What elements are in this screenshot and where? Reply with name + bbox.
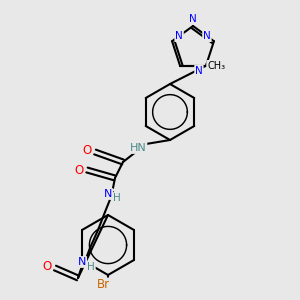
Text: CH₃: CH₃ xyxy=(207,61,225,71)
Text: HN: HN xyxy=(130,143,146,153)
Text: H: H xyxy=(87,262,95,272)
Text: N: N xyxy=(78,257,86,267)
Text: O: O xyxy=(42,260,52,272)
Text: N: N xyxy=(189,14,197,24)
Text: O: O xyxy=(74,164,84,176)
Text: Br: Br xyxy=(96,278,110,292)
Text: N: N xyxy=(175,31,183,41)
Text: N: N xyxy=(203,31,211,41)
Text: N: N xyxy=(104,189,112,199)
Text: H: H xyxy=(113,193,121,203)
Text: O: O xyxy=(82,143,91,157)
Text: N: N xyxy=(195,66,203,76)
